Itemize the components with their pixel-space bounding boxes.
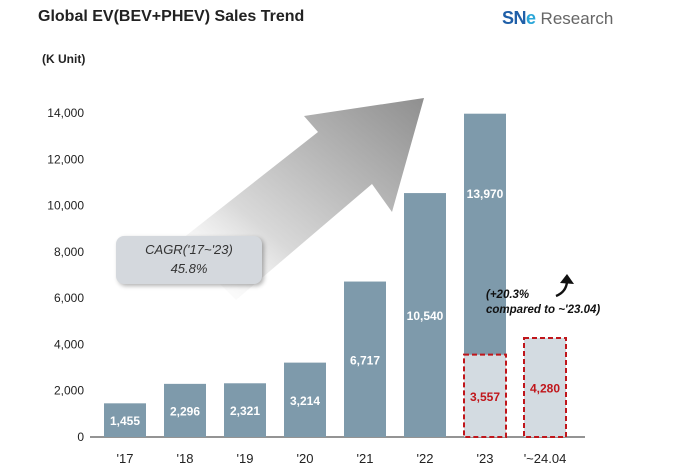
bar-value-label: 2,296 bbox=[170, 404, 200, 418]
y-tick-label: 8,000 bbox=[54, 245, 84, 259]
bar-ytd-2023 bbox=[463, 353, 507, 438]
chart-title: Global EV(BEV+PHEV) Sales Trend bbox=[38, 8, 305, 25]
bar bbox=[164, 383, 206, 437]
cagr-value: 45.8% bbox=[170, 261, 208, 276]
bar bbox=[224, 383, 266, 437]
y-tick-label: 6,000 bbox=[54, 291, 84, 305]
growth-note-line2: compared to ~'23.04) bbox=[486, 304, 601, 316]
bar-value-label: 3,214 bbox=[290, 394, 320, 408]
y-tick-label: 4,000 bbox=[54, 337, 84, 351]
bar bbox=[344, 281, 386, 437]
bar-value-label: 10,540 bbox=[407, 309, 444, 323]
y-tick-label: 12,000 bbox=[47, 152, 84, 166]
cagr-label: CAGR('17~'23) bbox=[145, 242, 233, 257]
bar-value-label: 2,321 bbox=[230, 404, 260, 418]
logo-brand-main: SN bbox=[502, 8, 527, 28]
x-tick-label: '18 bbox=[177, 451, 194, 466]
bar bbox=[104, 403, 146, 437]
bar-value-label: 6,717 bbox=[350, 353, 380, 367]
x-tick-label: '22 bbox=[417, 451, 434, 466]
bar-ytd-2023-label: 3,557 bbox=[470, 390, 500, 404]
growth-note-line1: (+20.3% bbox=[486, 289, 530, 301]
y-tick-label: 10,000 bbox=[47, 199, 84, 213]
up-arrow-icon bbox=[555, 274, 574, 298]
x-tick-label: '19 bbox=[237, 451, 254, 466]
bar-ytd-2024 bbox=[523, 336, 567, 439]
y-axis-unit: (K Unit) bbox=[42, 52, 86, 66]
x-tick-label: '~24.04 bbox=[524, 451, 567, 466]
growth-note: (+20.3% compared to ~'23.04) bbox=[486, 288, 600, 318]
logo-brand-dot: e bbox=[526, 8, 536, 28]
sne-research-logo: SNe Research bbox=[502, 8, 613, 29]
y-tick-label: 2,000 bbox=[54, 384, 84, 398]
bar bbox=[404, 193, 446, 437]
logo-sub: Research bbox=[540, 9, 614, 28]
bar-value-label: 4,280 bbox=[530, 381, 560, 395]
x-tick-label: '20 bbox=[297, 451, 314, 466]
bar bbox=[284, 362, 326, 437]
bar-value-label: 1,455 bbox=[110, 414, 140, 428]
bar-value-label: 13,970 bbox=[467, 187, 504, 201]
x-tick-label: '21 bbox=[357, 451, 374, 466]
y-tick-label: 0 bbox=[77, 430, 84, 444]
cagr-callout: CAGR('17~'23) 45.8% bbox=[116, 236, 262, 284]
y-tick-label: 14,000 bbox=[47, 106, 84, 120]
x-tick-label: '17 bbox=[117, 451, 134, 466]
x-tick-label: '23 bbox=[477, 451, 494, 466]
